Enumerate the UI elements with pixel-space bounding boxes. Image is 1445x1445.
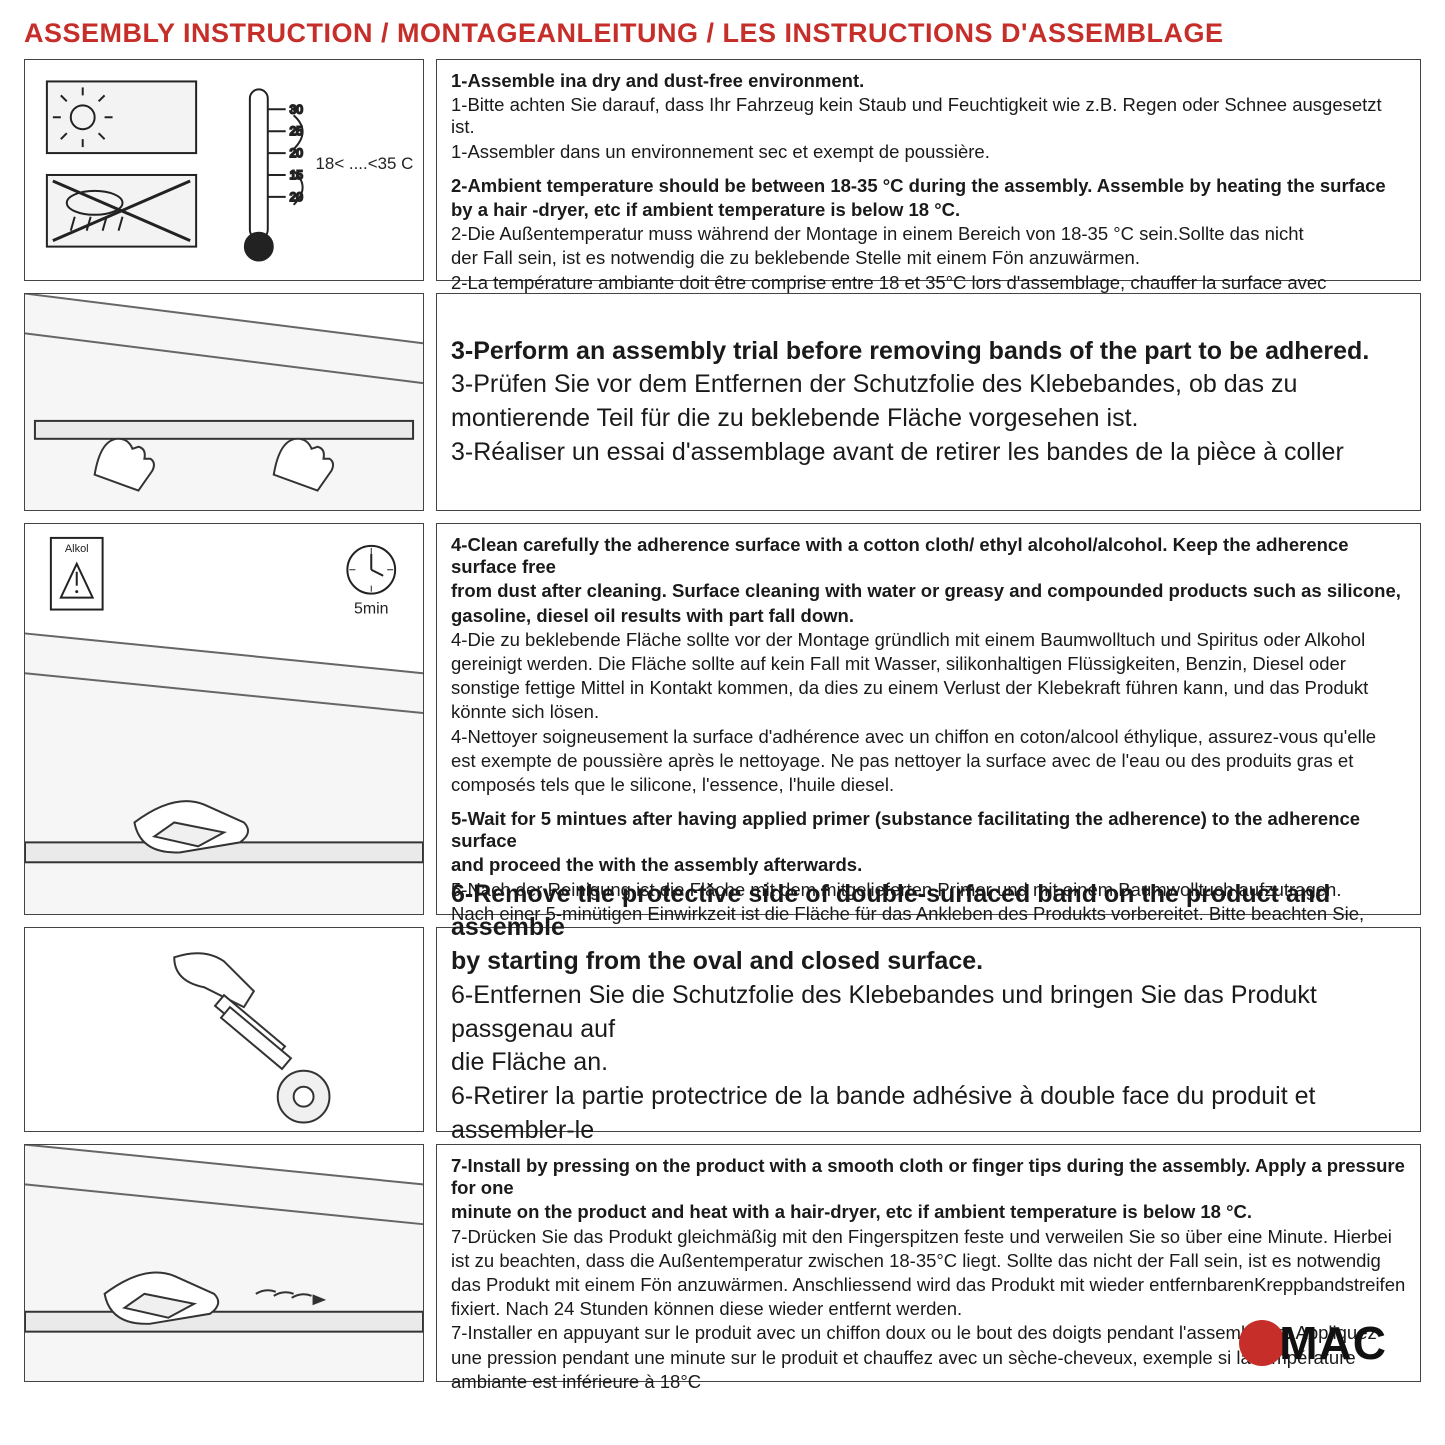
svg-text:30: 30 (290, 102, 304, 116)
illus-4-svg (25, 927, 423, 1132)
illus-2-svg (25, 293, 423, 511)
temp-range-label: 18< ....<35 C (316, 154, 414, 173)
illus-4 (24, 927, 424, 1132)
illus-1-svg: 30 25 20 15 20 18< ....<35 C (25, 59, 423, 281)
text-2: 3-Perform an assembly trial before remov… (436, 293, 1421, 511)
illus-1: 30 25 20 15 20 18< ....<35 C (24, 59, 424, 281)
alkol-label: Alkol (65, 543, 89, 555)
text-4: 6-Remove the protective side of double-s… (436, 927, 1421, 1132)
row-4: 6-Remove the protective side of double-s… (24, 927, 1421, 1132)
page-title: ASSEMBLY INSTRUCTION / MONTAGEANLEITUNG … (24, 18, 1421, 49)
illus-3-svg: Alkol 5min (25, 523, 423, 915)
illus-3: Alkol 5min (24, 523, 424, 915)
row-3: Alkol 5min (24, 523, 1421, 915)
row-2: 3-Perform an assembly trial before remov… (24, 293, 1421, 511)
illus-2 (24, 293, 424, 511)
instruction-rows: 30 25 20 15 20 18< ....<35 C 1-Assemble … (24, 59, 1421, 1382)
brand-logo: MAC (1239, 1316, 1387, 1370)
row-5: 7-Install by pressing on the product wit… (24, 1144, 1421, 1382)
illus-5-svg (25, 1144, 423, 1382)
illus-5 (24, 1144, 424, 1382)
logo-text: MAC (1279, 1316, 1387, 1370)
text-1: 1-Assemble ina dry and dust-free environ… (436, 59, 1421, 281)
timer-label: 5min (354, 601, 388, 618)
row-1: 30 25 20 15 20 18< ....<35 C 1-Assemble … (24, 59, 1421, 281)
svg-text:20: 20 (290, 146, 304, 160)
text-3: 4-Clean carefully the adherence surface … (436, 523, 1421, 915)
